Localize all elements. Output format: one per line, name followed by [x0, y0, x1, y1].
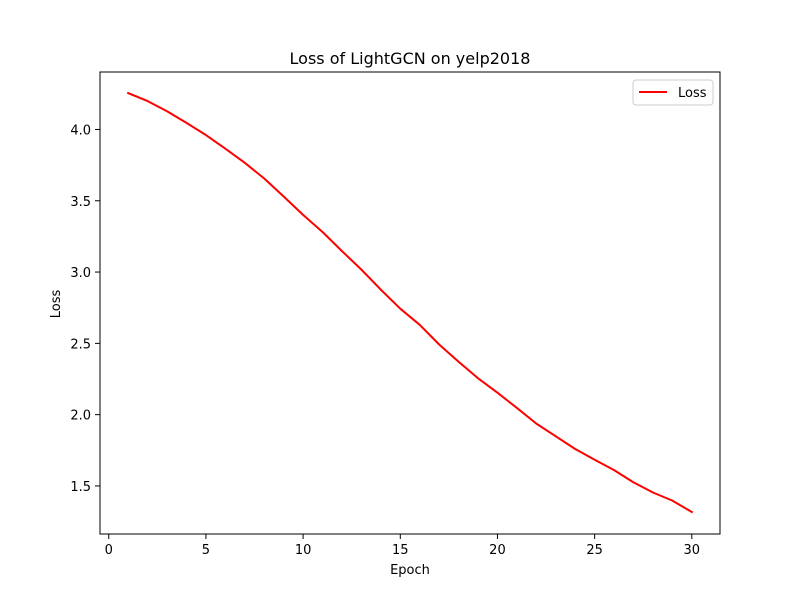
x-axis-label: Epoch	[390, 563, 430, 578]
x-tick-label: 20	[489, 543, 506, 558]
plot-area: 0 5 10 15 20 25 30 1.5 2.0 2.5 3.0 3.5 4.0 Loss	[70, 71, 721, 558]
y-tick-label: 4.0	[70, 123, 91, 138]
x-tick-label: 10	[295, 543, 312, 558]
x-tick-label: 30	[684, 543, 701, 558]
y-tick-label: 3.0	[70, 266, 91, 281]
legend-label: Loss	[678, 86, 707, 101]
y-tick-label: 2.5	[70, 337, 91, 352]
plot-frame	[99, 71, 721, 535]
legend-box	[632, 79, 714, 106]
x-tick-label: 0	[105, 543, 113, 558]
chart-title: Loss of LightGCN on yelp2018	[290, 49, 531, 68]
y-tick-label: 2.0	[70, 409, 91, 424]
series-line-loss	[126, 91, 694, 514]
legend: Loss	[632, 79, 714, 106]
x-tick-label: 5	[202, 543, 210, 558]
y-axis-label: Loss	[49, 290, 64, 319]
x-tick-label: 15	[392, 543, 409, 558]
y-tick-label: 1.5	[70, 480, 91, 495]
x-tick-label: 25	[586, 543, 603, 558]
y-tick-label: 3.5	[70, 195, 91, 210]
